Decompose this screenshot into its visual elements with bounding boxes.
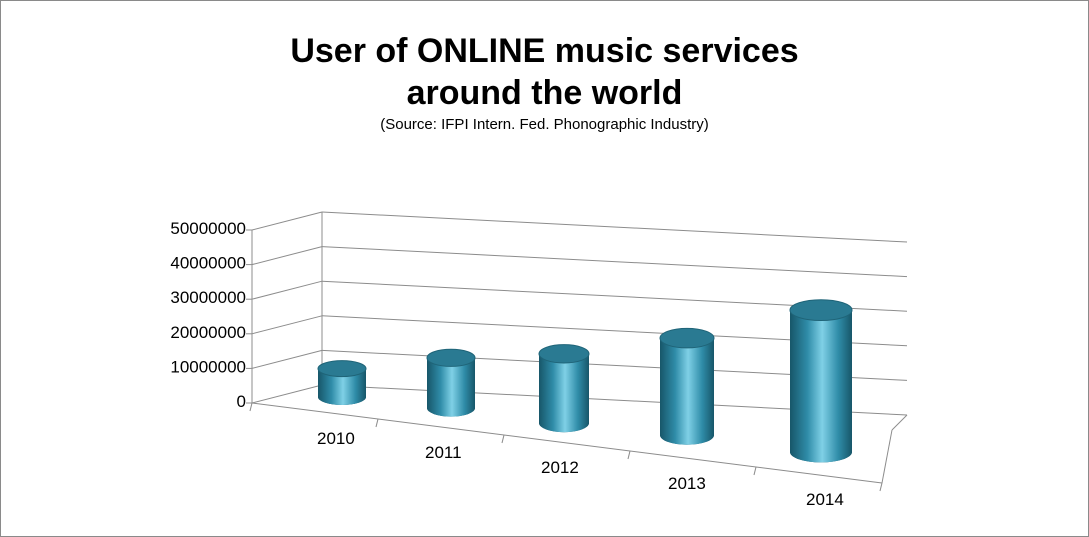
- floor-back-right: [891, 414, 908, 431]
- bar: [538, 344, 590, 433]
- bar-top: [317, 360, 367, 378]
- bar-bottom-curve: [790, 441, 852, 463]
- x-tick-mark: [627, 450, 631, 460]
- x-tick-label: 2011: [425, 443, 462, 462]
- gridline-back: [321, 211, 908, 243]
- bar: [317, 360, 367, 405]
- x-tick-label: 2012: [541, 458, 579, 477]
- gridline-side: [251, 280, 323, 300]
- x-tick-mark: [375, 418, 379, 428]
- label-layer: 0 10000000 20000000 30000000 40000000 5000000…: [170, 219, 843, 509]
- bar-body: [660, 338, 714, 435]
- gridline-side: [251, 315, 323, 335]
- x-tick-mark: [501, 434, 505, 444]
- bar-body: [539, 353, 589, 423]
- floor-front-edge: [251, 402, 883, 484]
- bar-bottom-curve: [660, 425, 714, 445]
- chart-title-line-1: User of ONLINE music services: [290, 32, 799, 70]
- axis-layer: [246, 212, 908, 492]
- gridline-side: [251, 246, 323, 266]
- y-tick-label: 0: [237, 392, 246, 411]
- y-tick-label: 10000000: [170, 357, 246, 376]
- bar-bottom-curve: [427, 399, 475, 417]
- bar-top: [789, 299, 853, 322]
- x-tick-label: 2014: [806, 490, 844, 509]
- chart-title-line-2: around the world: [406, 74, 683, 112]
- bar: [659, 327, 715, 445]
- bar-top: [538, 344, 590, 364]
- bar-bottom-curve: [539, 413, 589, 433]
- bar: [789, 299, 853, 463]
- x-tick-mark: [753, 466, 757, 476]
- y-tick-label: 30000000: [170, 288, 246, 307]
- bar-top: [426, 348, 476, 367]
- x-tick-mark: [879, 482, 883, 492]
- y-tick-label: 20000000: [170, 323, 246, 342]
- bars-layer: [317, 299, 853, 463]
- chart-subtitle: (Source: IFPI Intern. Fed. Phonographic …: [380, 116, 709, 133]
- x-tick-label: 2010: [317, 429, 355, 448]
- y-tick-label: 50000000: [170, 219, 246, 238]
- bar-bottom-curve: [318, 389, 366, 405]
- gridline-side: [251, 384, 323, 404]
- bar-top: [659, 327, 715, 349]
- y-tick-label: 40000000: [170, 254, 246, 273]
- gridline-side: [251, 211, 323, 231]
- gridline-back: [321, 246, 908, 278]
- x-tick-mark: [249, 402, 253, 412]
- gridline-side: [251, 349, 323, 369]
- x-tick-label: 2013: [668, 474, 706, 493]
- bar-body: [790, 310, 852, 452]
- floor-right-edge: [881, 429, 893, 484]
- bar: [426, 348, 476, 417]
